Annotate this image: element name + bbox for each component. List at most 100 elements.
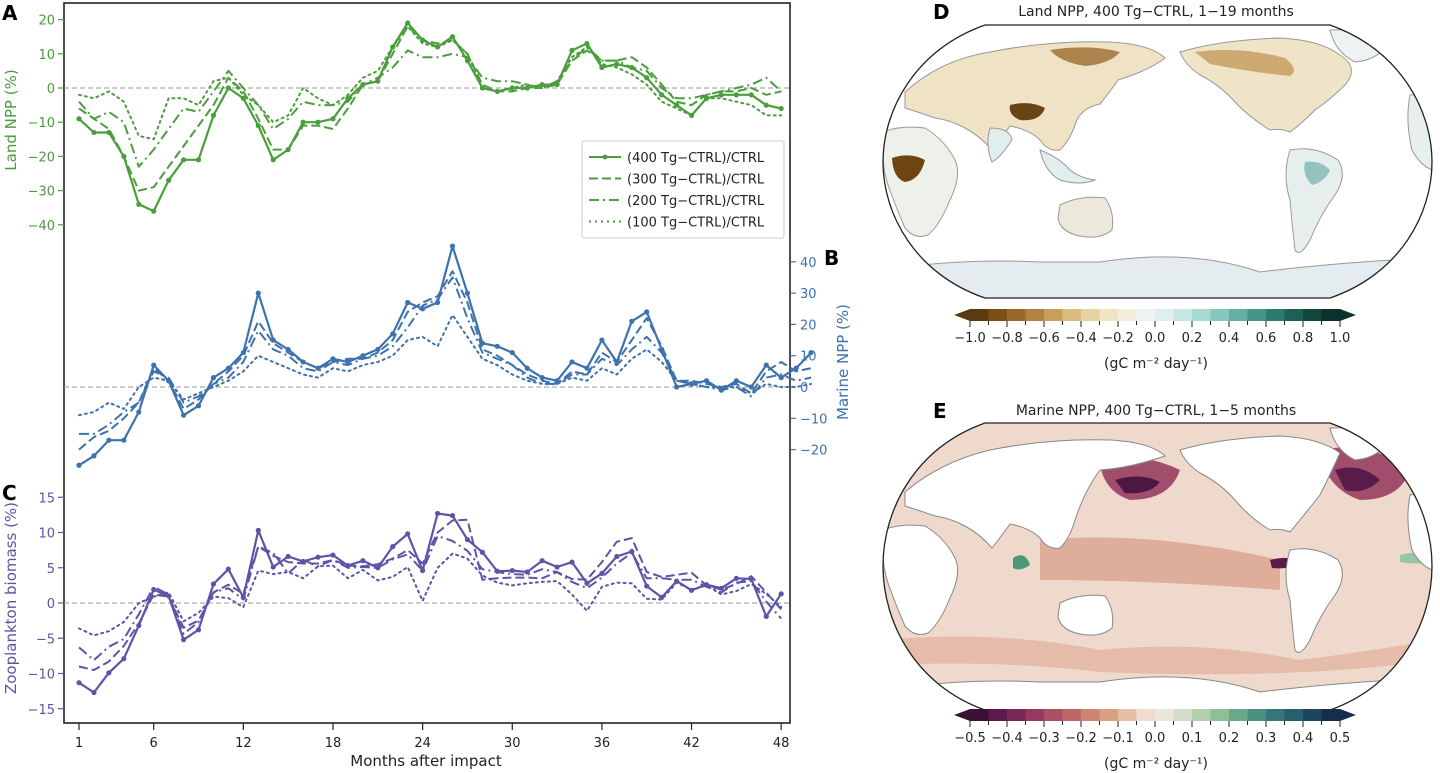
colorbar-segment (1007, 309, 1026, 321)
y-tick-label-c: −5 (36, 632, 55, 647)
colorbar-segment (1007, 709, 1026, 721)
colorbar-tick-label: 0.4 (1219, 331, 1240, 346)
colorbar-segment (1192, 309, 1211, 321)
data-point-b (434, 299, 441, 306)
colorbar-d: −1.0 −0.8 −0.6 −0.4 −0.2 0.0 0.2 0.4 0.6 0.8 1.0 (954, 309, 1356, 346)
data-point-a (210, 112, 217, 118)
colorbar-segment (1284, 309, 1304, 321)
data-point-a (584, 40, 590, 47)
colorbar-segment (970, 709, 989, 721)
colorbar-tick-label: −0.5 (954, 731, 986, 746)
data-point-b (674, 384, 680, 390)
data-point-b (509, 349, 515, 356)
series-line-a-dotted (78, 25, 783, 141)
map-e-body (883, 423, 1432, 710)
y-axis-label-c: Zooplankton biomass (%) (2, 502, 20, 694)
data-point-b (733, 378, 739, 384)
data-point-c (434, 510, 441, 517)
data-point-b (390, 331, 396, 337)
map-panel-e: E Marine NPP, 400 Tg−CTRL, 1−5 months (882, 399, 1433, 772)
data-point-c (614, 553, 620, 560)
data-point-c (225, 566, 231, 572)
colorbar-segment (1062, 709, 1082, 721)
colorbar-segment (1025, 709, 1045, 721)
data-point-a (225, 85, 231, 91)
data-point-b (464, 290, 471, 296)
colorbar-segment (1173, 709, 1193, 721)
y-tick-label-b: 30 (800, 287, 817, 302)
data-point-b (375, 346, 381, 353)
land-north-america (1179, 435, 1341, 533)
colorbar-segment (1210, 709, 1230, 721)
data-point-c (644, 583, 650, 589)
data-point-b (195, 403, 202, 409)
data-point-b (180, 412, 187, 418)
data-point-a (240, 95, 246, 101)
data-point-c (509, 567, 515, 574)
data-point-a (554, 81, 560, 88)
data-point-a (300, 119, 306, 125)
data-point-c (180, 637, 187, 643)
data-point-c (479, 549, 485, 555)
data-point-c (405, 531, 411, 537)
data-point-c (360, 558, 366, 564)
panel-label-e: E (933, 399, 947, 423)
data-point-a (778, 105, 784, 112)
data-point-b (808, 349, 814, 356)
data-point-b (599, 337, 605, 343)
legend-entry-label: (400 Tg−CTRL)/CTRL (627, 151, 765, 166)
land-africa (883, 524, 959, 635)
y-tick-label-c: 15 (38, 491, 55, 506)
panel-label-c: C (2, 481, 17, 505)
y-tick-label-b: −10 (800, 412, 827, 427)
legend-marker (602, 154, 608, 160)
colorbar-segment (970, 309, 989, 321)
data-point-c (539, 558, 545, 564)
colorbar-tick-label: −0.3 (1028, 731, 1060, 746)
x-tick-label: 48 (773, 736, 790, 751)
data-point-a (330, 116, 336, 122)
series-line-b-solid-marker (78, 245, 812, 467)
ocean-equatorial-band (1040, 537, 1280, 590)
series-line-b-dashdot (79, 276, 812, 435)
land-australia (1057, 594, 1114, 636)
colorbar-tick-label: −0.2 (1102, 331, 1134, 346)
colorbar-tick-label: 0.3 (1256, 731, 1277, 746)
colorbar-tick-label: 0.5 (1330, 731, 1351, 746)
data-point-b (255, 290, 261, 296)
colorbar-tick-label: −0.2 (1065, 731, 1097, 746)
series-line-b-dotted (78, 314, 813, 417)
data-point-c (375, 565, 381, 571)
data-point-b (210, 375, 217, 381)
series-line-c-dashed (78, 518, 782, 671)
colorbar-segment (1247, 709, 1267, 721)
data-point-c (763, 613, 769, 619)
y-tick-label-a: 20 (38, 14, 55, 29)
data-point-b (360, 353, 366, 359)
data-point-c (210, 581, 217, 587)
data-point-a (599, 64, 605, 71)
y-tick-label-c: −15 (28, 703, 55, 718)
colorbar-segment (1266, 709, 1285, 721)
colorbar-tick-label: −1.0 (954, 331, 986, 346)
colorbar-segment (1247, 309, 1267, 321)
data-point-c (315, 554, 321, 560)
y-tick-label-a: −40 (28, 219, 55, 234)
land-eurasia (904, 41, 1166, 151)
land-south-america (1285, 548, 1343, 653)
x-tick-label: 1 (75, 736, 83, 751)
map-outline-d (882, 24, 1433, 299)
colorbar-segment (1118, 709, 1137, 721)
data-point-c (195, 627, 202, 633)
series-line-a-dashdot (78, 46, 782, 168)
colorbar-segment (1099, 309, 1119, 321)
land-australia (1057, 196, 1114, 238)
x-tick-label: 36 (594, 736, 611, 751)
colorbar-e: −0.5 −0.4 −0.3 −0.2 −0.1 0.0 0.1 0.2 0.3 0.4 0.5 (954, 709, 1356, 746)
data-point-c (733, 575, 739, 581)
colorbar-segment (1044, 709, 1063, 721)
data-point-b (748, 384, 754, 390)
colorbar-extend-max (1340, 709, 1356, 721)
colorbar-tick-label: 0.6 (1256, 331, 1277, 346)
series-line-a-dashed (78, 25, 782, 192)
